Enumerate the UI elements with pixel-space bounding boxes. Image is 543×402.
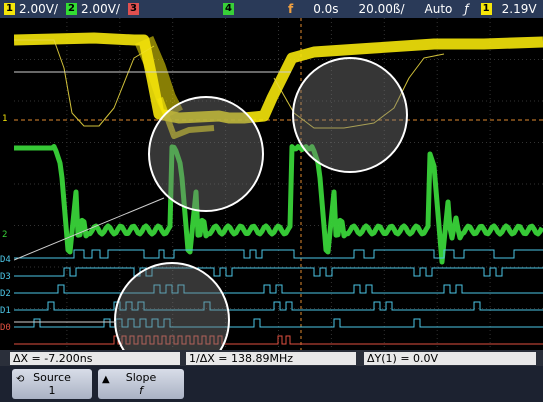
source-value: 1 — [48, 384, 56, 397]
slope-label: Slope — [125, 371, 157, 384]
ch2-waveform — [14, 144, 543, 265]
ch1-waveform — [14, 32, 543, 139]
time-offset[interactable]: 0.0s — [313, 2, 339, 16]
up-arrow-icon: ▲ — [102, 374, 110, 385]
waveform-area[interactable] — [14, 18, 543, 350]
digital-trace-d3 — [14, 267, 543, 277]
timebase[interactable]: 20.00ß/ — [358, 2, 405, 16]
ch2-badge[interactable]: 2 — [65, 3, 77, 15]
rising-edge-icon: ƒ — [464, 2, 469, 16]
trigger-source-badge[interactable]: 1 — [480, 3, 492, 15]
waveform-graphics — [14, 18, 543, 350]
rotate-knob-icon: ⟲ — [16, 374, 25, 385]
digital-trace-d4 — [14, 249, 543, 259]
ch4-badge[interactable]: 4 — [222, 3, 234, 15]
trigger-position-marker: f — [287, 2, 294, 16]
ch3-badge[interactable]: 3 — [127, 3, 139, 15]
zoom-circles — [114, 57, 408, 350]
digital-trace-d1 — [14, 301, 543, 311]
ch1-ground-marker[interactable]: 1 — [2, 114, 8, 124]
softkey-bar: ⟲ Source 1 ▲ Slope f — [0, 366, 543, 402]
trigger-mode[interactable]: Auto — [424, 2, 453, 16]
slope-value: f — [139, 384, 143, 397]
graticule — [14, 18, 543, 350]
digital-trace-d0 — [14, 318, 543, 328]
inverse-delta-x-readout: 1/ΔX = 138.89MHz — [186, 352, 356, 365]
ch1-scale[interactable]: 2.00V/ — [19, 2, 58, 16]
digital-trace-d2 — [14, 284, 543, 294]
measurement-bar: ΔX = -7.200ns 1/ΔX = 138.89MHz ΔY(1) = 0… — [0, 350, 543, 366]
source-label: Source — [33, 371, 71, 384]
ch2-scale[interactable]: 2.00V/ — [80, 2, 120, 16]
callout-lines — [14, 71, 291, 323]
slope-softkey[interactable]: ▲ Slope f — [98, 369, 184, 399]
status-bar: 1 2.00V/ 2 2.00V/ 3 4 f 0.0s 20.00ß/ Aut… — [0, 0, 543, 18]
d2-marker: D2 — [0, 289, 11, 299]
digital-channels — [14, 249, 543, 345]
source-softkey[interactable]: ⟲ Source 1 — [12, 369, 92, 399]
digital-trace-d-1 — [14, 335, 543, 345]
d3-marker: D3 — [0, 272, 11, 282]
delta-x-readout: ΔX = -7.200ns — [10, 352, 180, 365]
delta-y-readout: ΔY(1) = 0.0V — [364, 352, 536, 365]
channel-marker-gutter: 1 2 D4 D3 D2 D1 D0 — [0, 18, 14, 350]
d1-marker: D1 — [0, 306, 11, 316]
ch1-badge[interactable]: 1 — [4, 3, 15, 15]
trigger-level[interactable]: 2.19V — [501, 2, 537, 16]
ch2-ground-marker[interactable]: 2 — [2, 230, 8, 240]
d4-marker: D4 — [0, 255, 11, 265]
d0-marker: D0 — [0, 323, 11, 333]
